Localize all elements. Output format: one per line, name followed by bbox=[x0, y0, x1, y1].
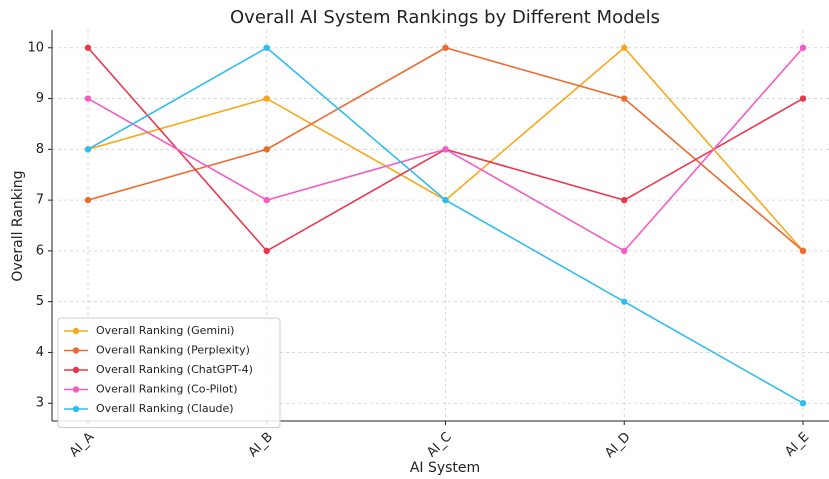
x-tick-label: AI_A bbox=[67, 430, 98, 461]
y-tick-label: 7 bbox=[36, 193, 44, 208]
x-tick-label: AI_D bbox=[602, 430, 633, 461]
legend-marker bbox=[72, 405, 80, 413]
legend-marker bbox=[72, 347, 80, 354]
legend-label: Overall Ranking (ChatGPT-4) bbox=[96, 363, 253, 376]
legend-label: Overall Ranking (Co-Pilot) bbox=[96, 383, 238, 396]
point bbox=[263, 95, 270, 102]
y-tick-label: 4 bbox=[36, 345, 44, 360]
x-tick-label: AI_B bbox=[246, 430, 277, 461]
point bbox=[799, 95, 807, 102]
x-tick-label: AI_E bbox=[782, 430, 812, 460]
chart-title: Overall AI System Rankings by Different … bbox=[230, 7, 660, 28]
point bbox=[621, 247, 628, 255]
x-tick-label: AI_C bbox=[424, 430, 455, 461]
point bbox=[442, 146, 449, 153]
legend-label: Overall Ranking (Claude) bbox=[96, 402, 234, 415]
legend-marker bbox=[72, 366, 80, 374]
point bbox=[84, 44, 92, 51]
legend-marker bbox=[72, 386, 80, 393]
point bbox=[84, 196, 92, 204]
point bbox=[263, 146, 270, 153]
point bbox=[442, 196, 449, 204]
legend-marker bbox=[72, 327, 80, 335]
point bbox=[84, 146, 92, 153]
point bbox=[263, 196, 270, 204]
y-tick-label: 9 bbox=[36, 91, 44, 106]
point bbox=[799, 44, 807, 51]
y-tick-label: 10 bbox=[27, 40, 44, 55]
point bbox=[799, 247, 807, 255]
point bbox=[799, 400, 807, 407]
legend-label: Overall Ranking (Gemini) bbox=[96, 324, 234, 337]
point bbox=[621, 298, 628, 305]
y-tick-label: 3 bbox=[36, 396, 44, 411]
y-tick-label: 6 bbox=[36, 243, 44, 258]
y-tick-label: 8 bbox=[36, 142, 44, 157]
point bbox=[263, 247, 270, 255]
legend-label: Overall Ranking (Perplexity) bbox=[96, 344, 250, 357]
x-axis-label: AI System bbox=[410, 460, 480, 476]
legend-box bbox=[57, 317, 281, 428]
y-axis-label: Overall Ranking bbox=[10, 170, 26, 281]
point bbox=[442, 44, 449, 51]
y-tick-label: 5 bbox=[36, 294, 44, 309]
point bbox=[621, 95, 628, 102]
point bbox=[621, 196, 628, 204]
point bbox=[84, 95, 92, 102]
point bbox=[263, 44, 270, 51]
point bbox=[621, 44, 628, 51]
